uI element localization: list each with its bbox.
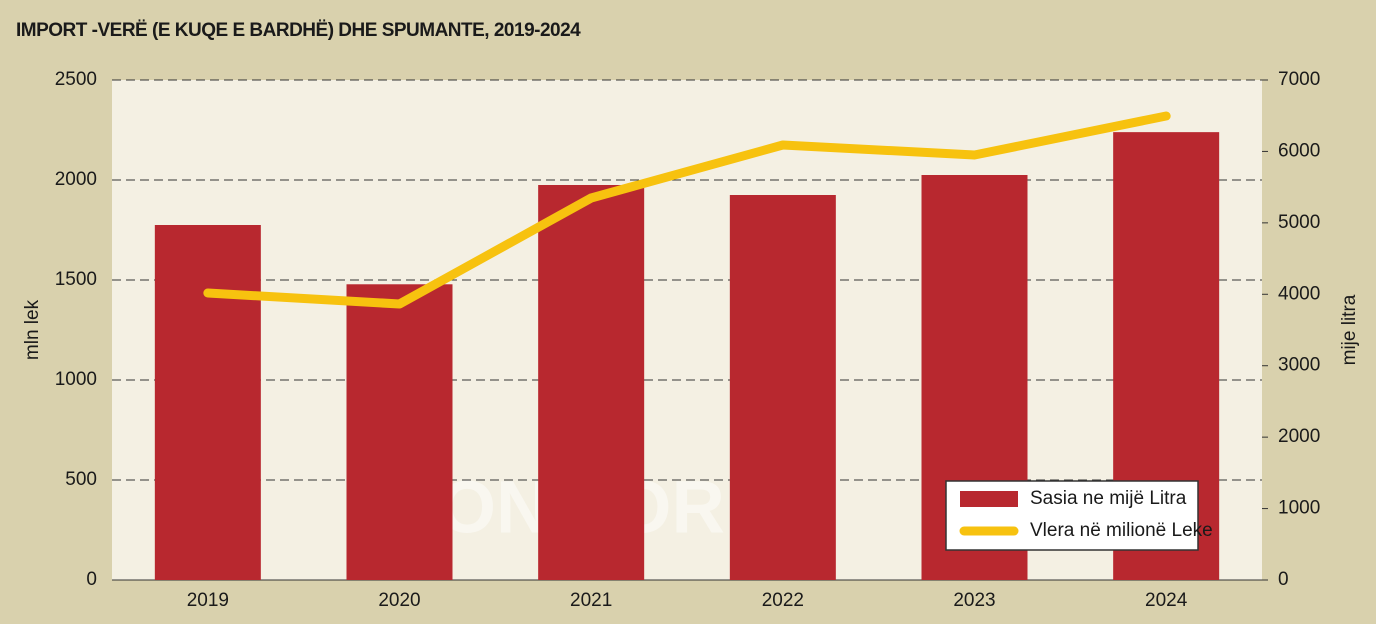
x-tick-label: 2020 [378,590,420,611]
y2-tick-label: 3000 [1278,355,1320,376]
bar [729,195,836,580]
x-tick-label: 2024 [1145,590,1188,611]
y-tick-label: 1500 [55,269,97,290]
bar [346,284,453,580]
y-tick-label: 1000 [55,369,97,390]
x-tick-label: 2021 [570,590,612,611]
legend-swatch [960,491,1018,507]
x-tick-label: 2022 [762,590,804,611]
y2-tick-label: 0 [1278,569,1289,590]
y-tick-label: 500 [65,469,97,490]
legend-label: Vlera në milionë Leke [1030,520,1213,541]
y2-tick-label: 5000 [1278,212,1320,233]
y2-tick-label: 7000 [1278,69,1320,90]
y-axis-label: mln lek [22,299,43,360]
chart-title: IMPORT -VERË (E KUQE E BARDHË) DHE SPUMA… [16,20,581,41]
x-tick-label: 2023 [953,590,995,611]
bar [154,225,261,580]
line [203,111,1171,309]
x-tick-label: 2019 [187,590,229,611]
y2-tick-label: 1000 [1278,498,1320,519]
y-tick-label: 0 [86,569,97,590]
y2-axis-label: mije litra [1339,294,1360,365]
legend-label: Sasia ne mijë Litra [1030,488,1187,509]
y2-tick-label: 4000 [1278,283,1320,304]
bar [538,185,645,580]
y2-tick-label: 2000 [1278,426,1320,447]
y-tick-label: 2000 [55,169,97,190]
y2-tick-label: 6000 [1278,140,1320,161]
y-tick-label: 2500 [55,69,97,90]
